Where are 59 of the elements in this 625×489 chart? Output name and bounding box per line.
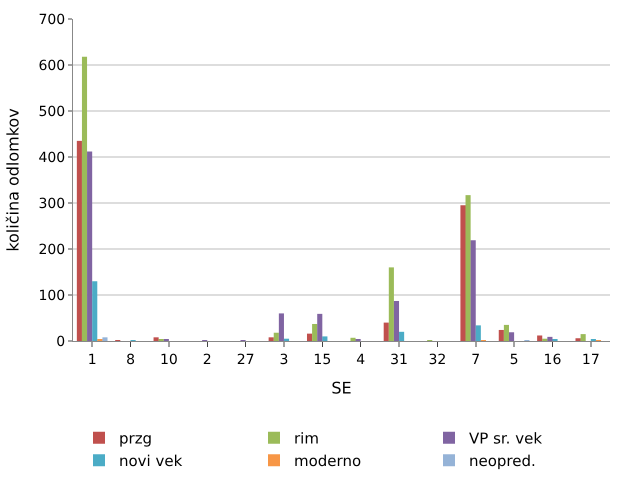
x-tick-label: 8 <box>126 352 135 368</box>
bar <box>470 240 476 341</box>
x-tick-label: 2 <box>202 352 212 368</box>
bar <box>388 267 394 341</box>
bar <box>87 151 92 341</box>
x-tick-label: 15 <box>313 352 332 368</box>
legend-label: przg <box>119 430 152 448</box>
y-tick-label: 100 <box>38 288 66 304</box>
bar <box>394 300 400 341</box>
bar <box>384 322 389 341</box>
bar <box>498 330 504 341</box>
bar <box>278 313 284 341</box>
bar <box>508 332 514 341</box>
bar <box>312 324 318 341</box>
y-tick-label: 300 <box>38 196 66 212</box>
x-tick-label: 10 <box>160 352 178 368</box>
bar <box>466 195 471 341</box>
bar <box>306 334 312 341</box>
bar <box>322 336 328 341</box>
y-tick-label: 200 <box>38 242 66 258</box>
y-tick-label: 700 <box>38 12 66 28</box>
bar <box>537 335 542 341</box>
x-tick-label: 27 <box>236 352 255 368</box>
bar <box>268 337 274 341</box>
y-tick-label: 500 <box>38 104 66 120</box>
bar <box>399 332 404 341</box>
bar <box>274 332 279 341</box>
x-tick-label: 4 <box>356 352 366 368</box>
legend-label: moderno <box>294 452 362 470</box>
bar <box>317 314 322 341</box>
bar <box>350 338 356 341</box>
y-tick-label: 0 <box>56 334 66 350</box>
bar <box>92 281 98 341</box>
bar <box>547 336 552 341</box>
x-tick-label: 3 <box>280 352 288 368</box>
legend-label: VP sr. vek <box>469 430 542 448</box>
y-tick-label: 400 <box>38 150 66 166</box>
legend-label: neopred. <box>469 452 536 470</box>
x-tick-label: 16 <box>544 352 562 368</box>
x-tick-label: 5 <box>510 352 519 368</box>
legend-label: novi vek <box>119 452 183 470</box>
x-tick-label: 31 <box>390 352 408 368</box>
bar <box>154 337 159 341</box>
bar <box>580 334 586 341</box>
bar <box>82 56 88 341</box>
x-tick-label: 1 <box>88 352 97 368</box>
bar <box>504 324 509 341</box>
y-tick-label: 600 <box>38 58 66 74</box>
x-tick-label: 17 <box>582 352 600 368</box>
x-tick-label: 32 <box>428 352 446 368</box>
bar <box>575 338 581 341</box>
x-axis-title: SE <box>331 378 352 398</box>
bar <box>76 140 82 341</box>
bar <box>476 325 481 341</box>
legend-label: rim <box>294 430 319 448</box>
x-tick-label: 7 <box>471 352 480 368</box>
y-axis-title: količina odlomkov <box>3 108 22 252</box>
bar <box>460 205 466 341</box>
bar <box>102 337 108 341</box>
